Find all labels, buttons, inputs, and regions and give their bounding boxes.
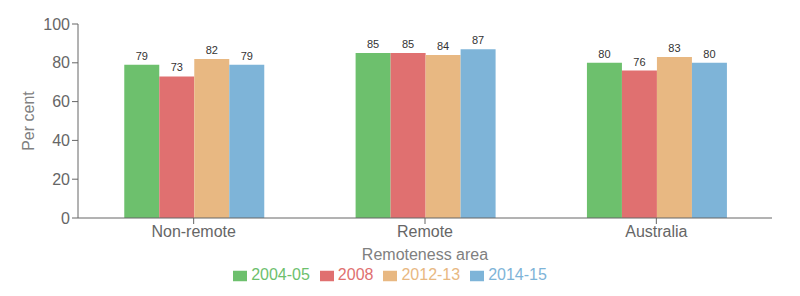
svg-text:20: 20	[52, 171, 70, 188]
svg-text:40: 40	[52, 132, 70, 149]
html-text:2008: 2008	[337, 266, 374, 283]
svg-text:85: 85	[402, 38, 414, 50]
svg-text:79: 79	[241, 50, 253, 62]
svg-text:80: 80	[703, 48, 715, 60]
svg-text:83: 83	[668, 42, 680, 54]
svg-text:76: 76	[633, 56, 645, 68]
svg-text:100: 100	[43, 16, 70, 33]
svg-text:60: 60	[52, 93, 70, 110]
svg-text:80: 80	[52, 54, 70, 71]
svg-text:73: 73	[171, 61, 183, 73]
svg-text:Per cent: Per cent	[20, 91, 37, 151]
svg-text:87: 87	[472, 34, 484, 46]
svg-text:80: 80	[598, 48, 610, 60]
svg-text:79: 79	[136, 50, 148, 62]
html-text:2014-15: 2014-15	[488, 266, 547, 283]
svg-text:Australia: Australia	[625, 223, 687, 240]
html-text:2004-05: 2004-05	[251, 266, 310, 283]
svg-text:0: 0	[61, 210, 70, 227]
svg-text:Non-remote: Non-remote	[151, 223, 236, 240]
svg-text:82: 82	[206, 44, 218, 56]
svg-text:Remoteness area: Remoteness area	[362, 246, 488, 263]
svg-text:85: 85	[367, 38, 379, 50]
svg-text:Remote: Remote	[397, 223, 453, 240]
html-text:2012-13: 2012-13	[401, 266, 461, 283]
svg-text:84: 84	[437, 40, 449, 52]
